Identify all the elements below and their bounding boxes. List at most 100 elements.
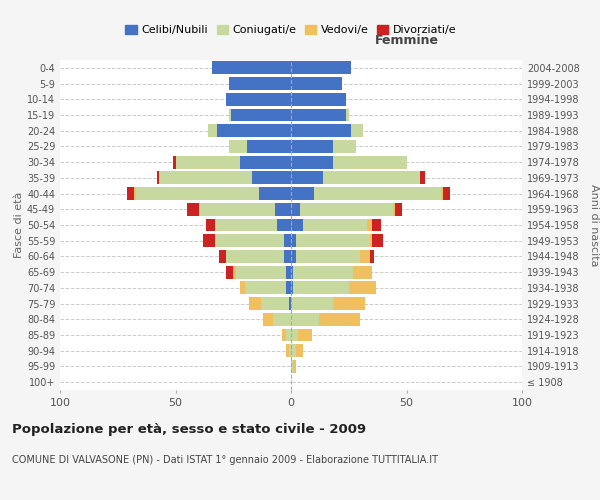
Bar (203, 234, 215, 247)
Bar (208, 124, 217, 137)
Legend: Celibi/Nubili, Coniugati/e, Vedovi/e, Divorziati/e: Celibi/Nubili, Coniugati/e, Vedovi/e, Di… (123, 22, 459, 38)
Bar (217, 124, 291, 137)
Bar (293, 266, 353, 278)
Bar (332, 156, 407, 168)
Bar (206, 218, 215, 232)
Bar (296, 344, 302, 357)
Bar (286, 344, 289, 357)
Bar (261, 297, 289, 310)
Bar (300, 203, 392, 215)
Bar (187, 203, 199, 215)
Bar (291, 203, 300, 215)
Bar (215, 218, 277, 232)
Bar (291, 250, 296, 263)
Bar (233, 266, 236, 278)
Bar (302, 218, 367, 232)
Bar (296, 234, 370, 247)
Bar (226, 266, 233, 278)
Bar (314, 187, 441, 200)
Bar (277, 218, 291, 232)
Bar (443, 187, 451, 200)
Bar (349, 282, 376, 294)
Bar (291, 93, 346, 106)
Bar (353, 266, 372, 278)
Bar (245, 282, 286, 294)
Bar (291, 266, 293, 278)
Bar (421, 172, 425, 184)
Bar (291, 328, 298, 342)
Bar (229, 140, 247, 153)
Bar (370, 250, 374, 263)
Bar (252, 172, 291, 184)
Bar (275, 203, 291, 215)
Bar (199, 203, 275, 215)
Bar (226, 93, 291, 106)
Bar (291, 172, 323, 184)
Bar (332, 297, 365, 310)
Bar (332, 140, 356, 153)
Bar (229, 77, 291, 90)
Bar (351, 124, 362, 137)
Bar (286, 328, 291, 342)
Bar (136, 187, 259, 200)
Bar (173, 156, 176, 168)
Bar (289, 344, 291, 357)
Bar (291, 313, 319, 326)
Bar (392, 203, 395, 215)
Bar (282, 328, 286, 342)
Bar (284, 250, 291, 263)
Bar (293, 282, 349, 294)
Bar (291, 77, 342, 90)
Bar (291, 140, 332, 153)
Text: Popolazione per età, sesso e stato civile - 2009: Popolazione per età, sesso e stato civil… (12, 422, 366, 436)
Bar (441, 187, 443, 200)
Bar (370, 234, 372, 247)
Y-axis label: Fasce di età: Fasce di età (14, 192, 24, 258)
Bar (284, 234, 291, 247)
Bar (323, 172, 421, 184)
Bar (250, 297, 261, 310)
Bar (289, 297, 291, 310)
Bar (176, 156, 240, 168)
Bar (160, 172, 252, 184)
Bar (291, 297, 332, 310)
Bar (240, 156, 291, 168)
Bar (231, 108, 291, 122)
Bar (395, 203, 402, 215)
Bar (286, 266, 291, 278)
Bar (372, 218, 381, 232)
Bar (236, 266, 286, 278)
Bar (291, 360, 293, 373)
Text: Femmine: Femmine (374, 34, 439, 47)
Bar (240, 282, 245, 294)
Text: Femmine: Femmine (0, 499, 1, 500)
Bar (247, 140, 291, 153)
Bar (360, 250, 370, 263)
Bar (259, 187, 291, 200)
Y-axis label: Anni di nascita: Anni di nascita (589, 184, 599, 266)
Bar (291, 282, 293, 294)
Bar (293, 360, 296, 373)
Text: Maschi: Maschi (0, 499, 1, 500)
Bar (291, 156, 332, 168)
Bar (291, 108, 346, 122)
Bar (263, 313, 272, 326)
Bar (367, 218, 372, 232)
Bar (296, 250, 360, 263)
Bar (229, 108, 231, 122)
Bar (226, 250, 284, 263)
Bar (127, 187, 134, 200)
Bar (291, 218, 302, 232)
Bar (272, 313, 291, 326)
Bar (291, 234, 296, 247)
Bar (346, 108, 349, 122)
Bar (286, 282, 291, 294)
Bar (215, 234, 284, 247)
Bar (212, 62, 291, 74)
Bar (319, 313, 360, 326)
Bar (291, 344, 296, 357)
Bar (291, 124, 351, 137)
Bar (220, 250, 226, 263)
Bar (372, 234, 383, 247)
Text: COMUNE DI VALVASONE (PN) - Dati ISTAT 1° gennaio 2009 - Elaborazione TUTTITALIA.: COMUNE DI VALVASONE (PN) - Dati ISTAT 1°… (12, 455, 438, 465)
